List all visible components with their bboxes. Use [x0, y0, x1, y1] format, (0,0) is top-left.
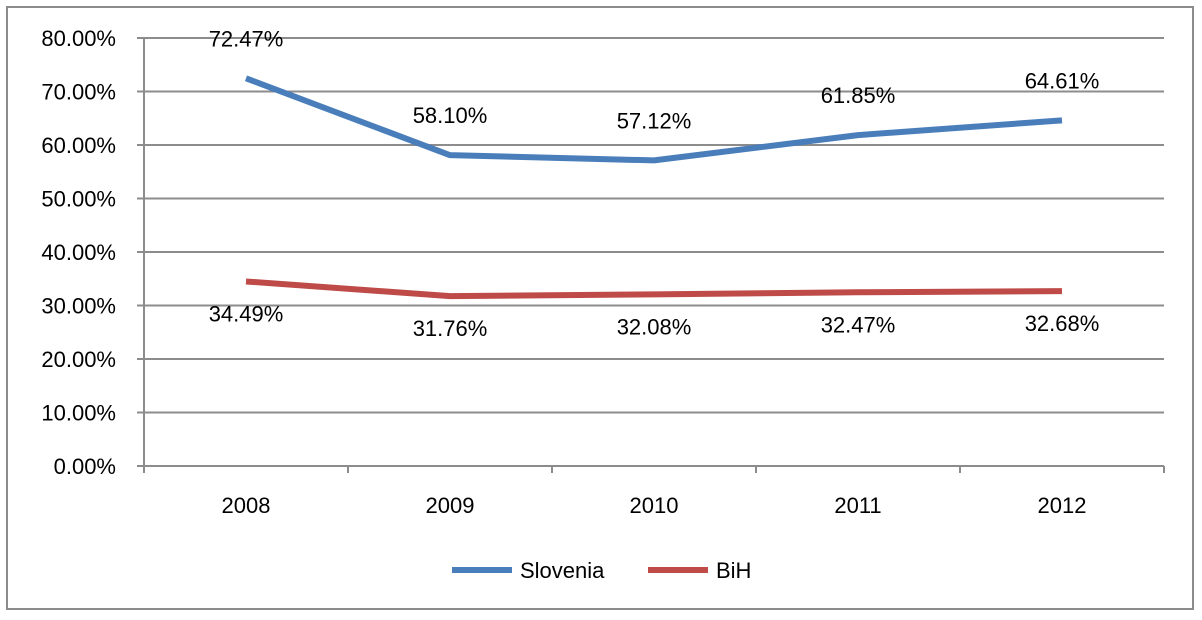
legend: Slovenia BiH [452, 558, 751, 583]
data-label-slovenia: 72.47% [209, 26, 284, 51]
data-label-slovenia: 61.85% [821, 83, 896, 108]
data-label-bih: 32.68% [1025, 311, 1100, 336]
legend-label-slovenia: Slovenia [520, 558, 605, 583]
y-tick-label: 60.00% [41, 133, 116, 158]
x-tick-label: 2012 [1038, 493, 1087, 518]
y-tick-label: 10.00% [41, 401, 116, 426]
axes [137, 37, 1165, 473]
x-axis-tick-labels: 2008 2009 2010 2011 2012 [222, 493, 1087, 518]
series-lines [244, 75, 1063, 300]
data-label-bih: 32.47% [821, 312, 896, 337]
y-tick-label: 70.00% [41, 80, 116, 105]
data-label-bih: 32.08% [617, 314, 692, 339]
y-tick-label: 20.00% [41, 347, 116, 372]
data-label-bih: 34.49% [209, 301, 284, 326]
data-label-slovenia: 64.61% [1025, 68, 1100, 93]
data-labels: 72.47% 58.10% 57.12% 61.85% 64.61% 34.49% 31.7… [209, 26, 1100, 341]
data-label-slovenia: 58.10% [413, 103, 488, 128]
x-tick-label: 2009 [426, 493, 475, 518]
y-tick-label: 40.00% [41, 240, 116, 265]
chart-frame [6, 6, 1194, 610]
legend-label-bih: BiH [716, 558, 751, 583]
x-tick-label: 2011 [834, 493, 881, 518]
y-tick-label: 80.00% [41, 26, 116, 51]
x-tick-label: 2010 [630, 493, 679, 518]
series-line-slovenia [244, 75, 1063, 164]
y-axis-tick-labels: 0.00% 10.00% 20.00% 30.00% 40.00% 50.00% 60.00… [41, 26, 116, 479]
grid-lines [144, 37, 1164, 414]
series-line-bih [245, 278, 1063, 300]
y-tick-label: 30.00% [41, 294, 116, 319]
x-tick-label: 2008 [222, 493, 271, 518]
data-label-slovenia: 57.12% [617, 108, 692, 133]
y-tick-label: 50.00% [41, 187, 116, 212]
data-label-bih: 31.76% [413, 316, 488, 341]
y-tick-label: 0.00% [54, 454, 116, 479]
